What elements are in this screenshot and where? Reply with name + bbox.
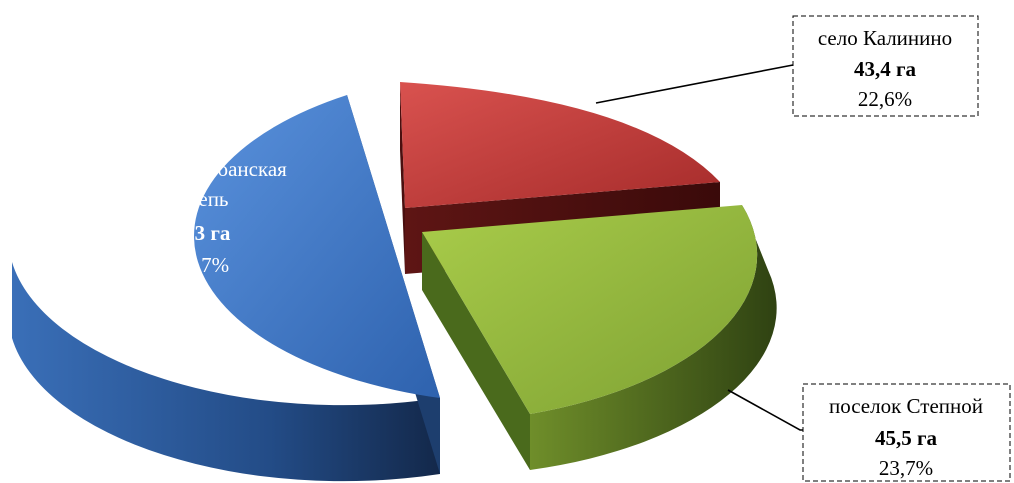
- label-box: [792, 15, 979, 117]
- slice-side-cut: [422, 232, 530, 470]
- slice-top: [422, 205, 758, 414]
- slice-label-name-line2: Степь: [175, 187, 228, 211]
- slice-label-percent: 23,7%: [879, 456, 933, 480]
- slice-label-percent: 22,6%: [858, 87, 912, 111]
- slice-label-stepnoy: поселок Степной 45,5 га 23,7%: [802, 383, 1011, 482]
- pie-slice-stepnoy: [422, 205, 777, 470]
- slice-top: [400, 82, 720, 208]
- label-box: [802, 383, 1011, 482]
- slice-label-value: 103 га: [174, 221, 231, 245]
- slice-side-outer: [12, 262, 440, 482]
- pie-slice-kubanskaya-step: [12, 95, 440, 482]
- slice-label-value: 43,4 га: [854, 57, 917, 81]
- slice-label-name-line1: поселок Кубанская: [117, 157, 287, 181]
- slice-label-kubanskaya-step: поселок Кубанская Степь 103 га 53,7%: [117, 157, 287, 277]
- slice-label-value: 45,5 га: [875, 426, 938, 450]
- leader-line-kalinino: [595, 64, 794, 104]
- slice-label-name: поселок Степной: [829, 394, 983, 418]
- slice-top: [194, 95, 440, 398]
- slice-side-cut-left: [400, 82, 405, 274]
- slice-label-kalinino: село Калинино 43,4 га 22,6%: [792, 15, 979, 117]
- leader-line-stepnoy: [727, 389, 803, 431]
- slice-label-percent: 53,7%: [175, 253, 229, 277]
- slice-side-outer: [530, 205, 777, 470]
- slice-label-name: село Калинино: [818, 26, 952, 50]
